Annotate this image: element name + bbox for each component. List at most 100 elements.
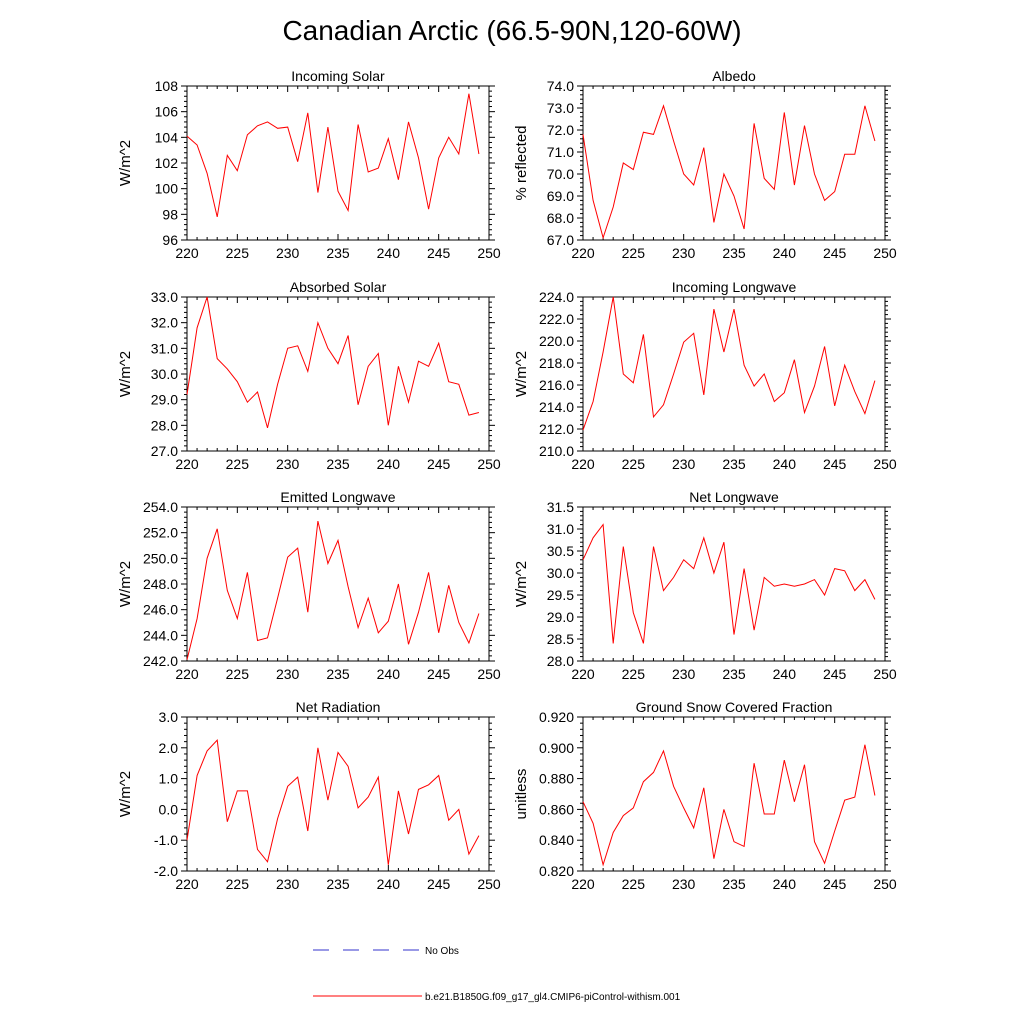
- panel-5: Net Longwave W/m^2 220 225 230 235 240 245 250 28…: [513, 489, 897, 682]
- panels: Incoming Solar W/m^2 220 225 230 235 240 245 250…: [117, 68, 897, 892]
- y-tick-label: 32.0: [151, 315, 178, 331]
- y-tick-label: 29.0: [547, 609, 574, 625]
- y-tick-label: 27.0: [151, 443, 178, 459]
- x-tick-label: 250: [477, 456, 501, 472]
- x-tick-label: 245: [427, 245, 451, 261]
- x-tick-label: 250: [477, 666, 501, 682]
- series-line-0: [582, 296, 876, 431]
- panel-title: Net Longwave: [689, 489, 779, 505]
- x-tick-label: 230: [276, 245, 300, 261]
- y-tick-label: 30.0: [547, 565, 574, 581]
- series-line-0: [582, 523, 876, 644]
- x-tick-label: 225: [226, 876, 250, 892]
- panel-title: Incoming Solar: [291, 68, 385, 84]
- figure-title: Canadian Arctic (66.5-90N,120-60W): [282, 15, 741, 46]
- y-tick-label: 30.0: [151, 366, 178, 382]
- y-tick-label: 31.5: [547, 499, 574, 515]
- y-tick-label: 0.860: [539, 801, 574, 817]
- x-tick-label: 245: [823, 456, 847, 472]
- x-tick-label: 225: [622, 876, 646, 892]
- x-tick-label: 225: [622, 456, 646, 472]
- y-tick-label: 29.0: [151, 392, 178, 408]
- x-tick-label: 250: [477, 876, 501, 892]
- plot-frame: [582, 85, 886, 241]
- x-tick-label: 240: [377, 456, 401, 472]
- x-tick-label: 250: [873, 666, 897, 682]
- y-tick-label: 0.920: [539, 709, 574, 725]
- y-tick-label: 0.880: [539, 771, 574, 787]
- x-tick-label: 220: [571, 876, 595, 892]
- y-tick-label: 98: [162, 206, 178, 222]
- x-tick-label: 250: [873, 456, 897, 472]
- x-tick-label: 235: [722, 666, 746, 682]
- panel-0: Incoming Solar W/m^2 220 225 230 235 240 245 250…: [117, 68, 501, 261]
- panel-2: Absorbed Solar W/m^2 220 225 230 235 240 245 250…: [117, 279, 501, 472]
- y-tick-label: 218.0: [539, 355, 574, 371]
- panel-title: Ground Snow Covered Fraction: [636, 699, 833, 715]
- y-tick-label: 3.0: [159, 709, 179, 725]
- x-tick-label: 240: [377, 876, 401, 892]
- y-tick-label: 73.0: [547, 100, 574, 116]
- x-tick-label: 235: [722, 245, 746, 261]
- x-tick-label: 230: [672, 876, 696, 892]
- x-tick-label: 240: [773, 245, 797, 261]
- x-tick-label: 235: [326, 876, 350, 892]
- y-tick-label: 222.0: [539, 311, 574, 327]
- x-tick-label: 235: [722, 876, 746, 892]
- y-tick-label: 214.0: [539, 399, 574, 415]
- x-tick-label: 225: [226, 245, 250, 261]
- panel-6: Net Radiation W/m^2 220 225 230 235 240 245 250 -…: [117, 699, 501, 892]
- y-tick-label: 106: [155, 104, 179, 120]
- y-tick-label: 250.0: [143, 550, 178, 566]
- y-tick-label: 224.0: [539, 289, 574, 305]
- y-tick-label: 68.0: [547, 210, 574, 226]
- legend: No Obs b.e21.B1850G.f09_g17_gl4.CMIP6-pi…: [313, 946, 681, 1003]
- y-axis-label: W/m^2: [117, 140, 134, 186]
- y-tick-label: 31.0: [547, 521, 574, 537]
- y-tick-label: 71.0: [547, 144, 574, 160]
- x-tick-label: 225: [622, 245, 646, 261]
- x-tick-label: 240: [773, 666, 797, 682]
- x-tick-label: 250: [477, 245, 501, 261]
- x-tick-label: 240: [773, 876, 797, 892]
- plot-frame: [582, 296, 886, 452]
- panel-title: Net Radiation: [296, 699, 381, 715]
- panel-7: Ground Snow Covered Fraction unitless 220 2…: [513, 699, 897, 892]
- x-tick-label: 230: [276, 876, 300, 892]
- x-tick-label: 220: [175, 456, 199, 472]
- y-tick-label: 67.0: [547, 232, 574, 248]
- y-tick-label: 0.0: [159, 801, 179, 817]
- panel-title: Emitted Longwave: [280, 489, 395, 505]
- x-tick-label: 230: [276, 666, 300, 682]
- x-tick-label: 245: [823, 666, 847, 682]
- panel-1: Albedo % reflected 220 225 230 235 240 245 250 67…: [513, 68, 897, 261]
- y-tick-label: 1.0: [159, 771, 179, 787]
- x-tick-label: 220: [571, 456, 595, 472]
- y-tick-label: 244.0: [143, 627, 178, 643]
- y-axis-label: unitless: [513, 769, 530, 820]
- y-tick-label: 0.820: [539, 863, 574, 879]
- y-tick-label: 252.0: [143, 525, 178, 541]
- x-tick-label: 245: [823, 245, 847, 261]
- y-axis-label: W/m^2: [513, 351, 530, 397]
- x-tick-label: 220: [175, 245, 199, 261]
- series-line-0: [582, 104, 876, 240]
- panel-title: Albedo: [712, 68, 756, 84]
- x-tick-label: 230: [276, 456, 300, 472]
- y-tick-label: 74.0: [547, 78, 574, 94]
- x-tick-label: 220: [175, 876, 199, 892]
- y-tick-label: 70.0: [547, 166, 574, 182]
- series-line-0: [582, 744, 876, 867]
- y-tick-label: 33.0: [151, 289, 178, 305]
- panel-title: Incoming Longwave: [672, 279, 797, 295]
- x-tick-label: 220: [175, 666, 199, 682]
- x-tick-label: 235: [722, 456, 746, 472]
- y-tick-label: 30.5: [547, 543, 574, 559]
- y-tick-label: 100: [155, 181, 179, 197]
- y-tick-label: 242.0: [143, 653, 178, 669]
- x-tick-label: 245: [427, 876, 451, 892]
- y-tick-label: 212.0: [539, 421, 574, 437]
- legend-obs-label: No Obs: [425, 946, 459, 957]
- x-tick-label: 240: [773, 456, 797, 472]
